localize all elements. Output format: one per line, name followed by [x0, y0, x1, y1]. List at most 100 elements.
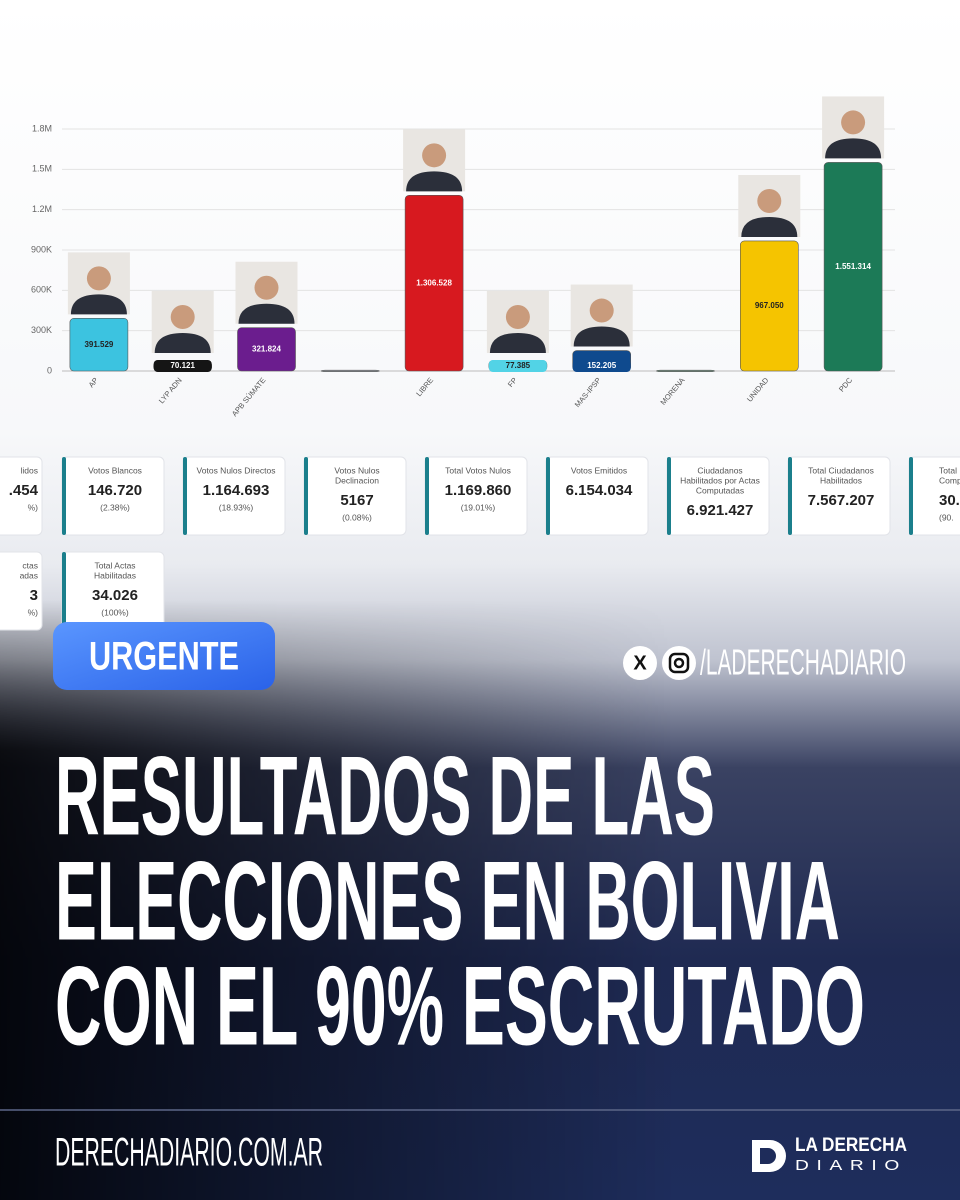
stat-card-accent: [425, 457, 429, 535]
value-label: 77.385: [506, 361, 531, 370]
value-label: 1.306.528: [416, 278, 452, 287]
stat-percent: (100%): [101, 607, 129, 617]
stat-title: Votos Nulos: [334, 465, 379, 475]
photo-face: [86, 266, 111, 291]
bar: [823, 162, 883, 372]
bar: [739, 240, 799, 372]
y-tick-label: 0: [47, 365, 52, 375]
instagram-glyph: [668, 652, 690, 674]
stat-card-accent: [667, 457, 671, 535]
y-tick-label: 300K: [31, 325, 52, 335]
stat-card: [0, 456, 43, 536]
stat-percent: %): [28, 502, 39, 512]
stat-title: Comp: [939, 475, 960, 485]
y-tick-label: 1.2M: [32, 204, 52, 214]
logo-bottom: DIARIO: [795, 1157, 907, 1174]
value-label: 321.824: [252, 344, 281, 353]
photo-body: [741, 216, 798, 237]
photo-body: [154, 333, 211, 353]
stat-value: .454: [9, 482, 39, 499]
stat-title: Computadas: [696, 485, 744, 495]
stat-card-accent: [62, 457, 66, 535]
stat-title: lidos: [21, 465, 38, 475]
photo-face: [841, 110, 866, 135]
photo-body: [406, 171, 463, 192]
stat-value: 1.164.693: [203, 482, 270, 499]
instagram-icon: [662, 646, 696, 680]
stat-card-accent: [909, 457, 913, 535]
stat-title: Total Actas: [94, 560, 135, 570]
y-tick-label: 600K: [31, 285, 52, 295]
stat-title: Habilitadas: [94, 570, 136, 580]
stat-title: Total: [939, 465, 957, 475]
stat-title: Habilitados: [820, 475, 862, 485]
stat-value: 34.026: [92, 587, 138, 604]
logo-mark: [752, 1140, 786, 1172]
value-label: 152.205: [587, 361, 616, 370]
photo-body: [573, 326, 630, 347]
bar: [404, 195, 464, 372]
value-label: 967.050: [755, 301, 784, 310]
website: DERECHADIARIO.COM.AR: [55, 1131, 323, 1175]
stat-percent: (18.93%): [219, 502, 254, 512]
stat-title: ctas: [22, 560, 38, 570]
stat-value: 146.720: [88, 482, 142, 499]
stat-card-accent: [62, 552, 66, 630]
stat-percent: (90.: [939, 512, 954, 522]
bar: [320, 369, 380, 372]
stat-percent: (2.38%): [100, 502, 130, 512]
stat-card-accent: [304, 457, 308, 535]
stat-title: Ciudadanos: [697, 465, 742, 475]
stat-card: [0, 551, 43, 631]
stats-cards: lidos .454%) Votos Blancos 146.720 (2.38%) Vo…: [0, 456, 960, 631]
photo-body: [238, 303, 295, 324]
stat-value: 7.567.207: [808, 492, 875, 509]
bar: [237, 327, 296, 372]
stat-title: Declinacion: [335, 475, 379, 485]
stat-title: adas: [20, 570, 38, 580]
photo-body: [70, 294, 127, 315]
value-pill: [488, 360, 547, 372]
photo-body: [825, 138, 882, 159]
stat-percent: (0.08%): [342, 512, 372, 522]
stat-value: 6.154.034: [566, 482, 633, 499]
y-tick-label: 900K: [31, 244, 52, 254]
stat-value: 5167: [340, 492, 373, 509]
stat-title: Votos Nulos Directos: [197, 465, 276, 475]
stat-title: Votos Blancos: [88, 465, 142, 475]
headline-line: CON EL 90% ESCRUTADO: [55, 944, 865, 1069]
value-label: 1.551.314: [835, 262, 871, 271]
bar: [656, 369, 715, 372]
y-tick-label: 1.5M: [32, 164, 52, 174]
photo-face: [757, 188, 782, 213]
photo-face: [422, 143, 447, 168]
stat-percent: (19.01%): [461, 502, 496, 512]
photo-body: [489, 333, 546, 353]
badge: [53, 622, 275, 690]
photo-face: [254, 275, 279, 300]
stat-value: 1.169.860: [445, 482, 512, 499]
headline-line: ELECCIONES EN BOLIVIA: [55, 839, 840, 964]
stat-title: Habilitados por Actas: [680, 475, 760, 485]
bar: [69, 318, 129, 372]
value-pill: [572, 360, 631, 372]
y-tick-label: 1.8M: [32, 123, 52, 133]
instagram-lens: [673, 657, 685, 669]
x-icon: [623, 646, 657, 680]
photo-face: [505, 305, 530, 329]
value-pill: [153, 360, 212, 372]
stat-card-accent: [546, 457, 550, 535]
value-label: 391.529: [84, 340, 113, 349]
stat-title: Total Votos Nulos: [445, 465, 511, 475]
photo-face: [589, 298, 614, 323]
stat-card-accent: [183, 457, 187, 535]
shade: [0, 600, 960, 1200]
stat-title: Total Ciudadanos: [808, 465, 874, 475]
stat-value: 6.921.427: [687, 502, 754, 519]
headline-line: RESULTADOS DE LAS: [55, 734, 715, 859]
stat-title: Votos Emitidos: [571, 465, 627, 475]
stat-card-accent: [788, 457, 792, 535]
